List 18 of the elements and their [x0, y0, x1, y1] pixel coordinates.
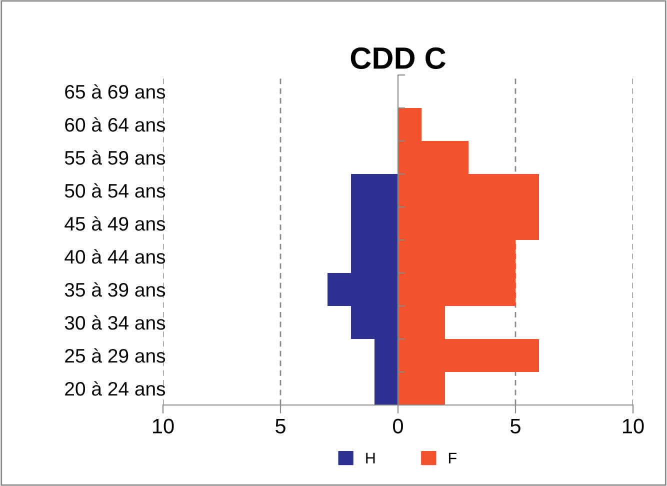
y-tick-label: 60 à 64 ans — [65, 117, 166, 132]
x-tick-label: 5 — [510, 418, 520, 434]
x-tick-label: 0 — [393, 418, 403, 434]
y-tick-label: 55 à 59 ans — [64, 150, 166, 165]
x-tick-label: 10 — [623, 418, 644, 434]
legend-label: F — [448, 452, 456, 464]
chart-title: CDD C — [350, 47, 446, 69]
x-tick-label: 5 — [276, 418, 286, 434]
y-tick-label: 30 à 34 ans — [64, 315, 166, 330]
legend-label: H — [366, 452, 375, 464]
y-tick-label: 20 à 24 ans — [65, 381, 166, 396]
y-tick-label: 65 à 69 ans — [65, 84, 166, 99]
y-tick-label: 40 à 44 ans — [64, 249, 166, 264]
y-tick-label: 50 à 54 ans — [64, 183, 166, 198]
y-tick-label: 45 à 49 ans — [64, 216, 166, 231]
y-tick-label: 35 à 39 ans — [64, 282, 166, 297]
x-tick-label: 10 — [153, 418, 174, 434]
y-tick-label: 25 à 29 ans — [65, 348, 166, 363]
